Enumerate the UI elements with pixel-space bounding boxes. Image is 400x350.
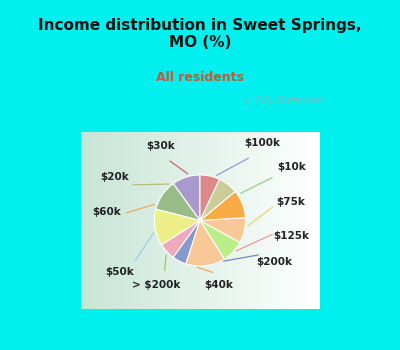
Wedge shape (154, 209, 200, 245)
Text: $50k: $50k (105, 267, 134, 277)
Wedge shape (200, 220, 240, 259)
Wedge shape (200, 191, 246, 220)
Wedge shape (162, 220, 200, 257)
Text: $100k: $100k (244, 138, 280, 148)
Wedge shape (173, 175, 200, 220)
Text: $125k: $125k (273, 231, 309, 241)
Wedge shape (173, 220, 200, 264)
Wedge shape (156, 184, 200, 220)
Text: $75k: $75k (277, 197, 306, 207)
Text: $30k: $30k (146, 141, 175, 151)
Wedge shape (200, 179, 235, 220)
Text: > $200k: > $200k (132, 280, 181, 290)
Wedge shape (186, 220, 224, 266)
Wedge shape (200, 175, 220, 220)
Text: $20k: $20k (101, 172, 130, 182)
Wedge shape (200, 218, 246, 243)
Text: $10k: $10k (277, 162, 306, 172)
Text: Income distribution in Sweet Springs,
MO (%): Income distribution in Sweet Springs, MO… (38, 18, 362, 50)
Text: $60k: $60k (92, 207, 121, 217)
Text: All residents: All residents (156, 71, 244, 84)
Text: $200k: $200k (256, 257, 292, 267)
Text: $40k: $40k (204, 280, 233, 290)
Text: ⓘ City-Data.com: ⓘ City-Data.com (246, 96, 324, 106)
